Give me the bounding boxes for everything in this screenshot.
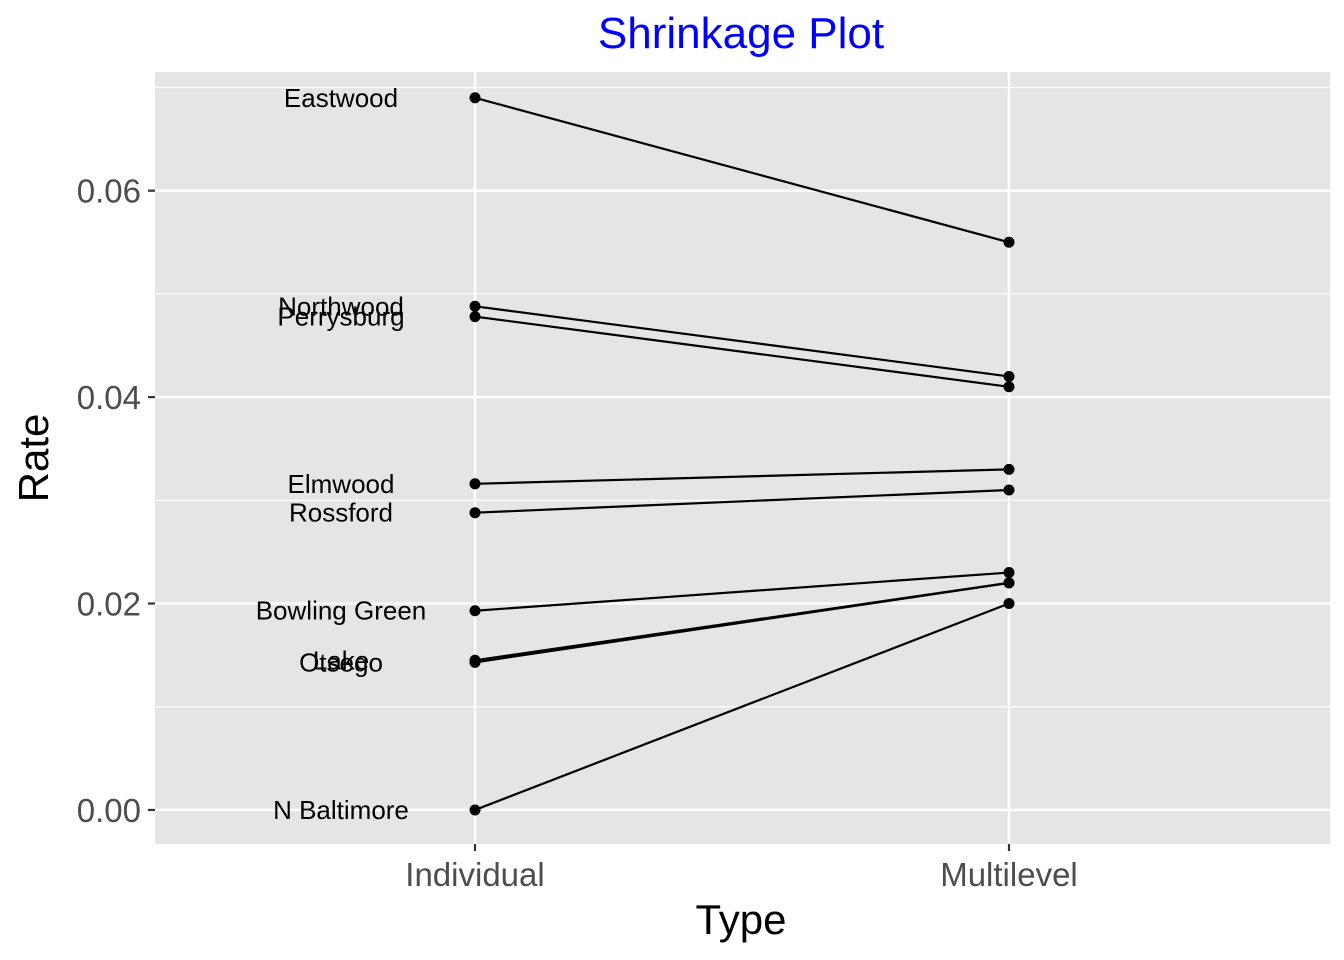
plot-panel (155, 72, 1330, 844)
x-axis-title: Type (695, 896, 786, 943)
series-line (474, 315, 1010, 388)
point-label: Otsego (299, 647, 383, 677)
x-tick-label: Multilevel (940, 856, 1078, 893)
data-point (469, 311, 481, 323)
series-line (474, 581, 1010, 664)
point-label: Eastwood (284, 83, 398, 113)
data-point (469, 804, 481, 816)
data-point (469, 605, 481, 617)
data-point (469, 478, 481, 490)
data-point (469, 507, 481, 519)
x-axis: Individual Multilevel (405, 844, 1078, 893)
series-line (474, 602, 1010, 811)
point-label: N Baltimore (273, 795, 409, 825)
y-tick-label: 0.00 (77, 792, 141, 829)
series-line (474, 488, 1010, 514)
data-point (1003, 370, 1015, 382)
series-lines (474, 96, 1010, 811)
x-tick-label: Individual (405, 856, 544, 893)
point-label: Northwood (278, 291, 404, 321)
y-tick-label: 0.04 (77, 379, 141, 416)
data-point (469, 300, 481, 312)
series-line (474, 305, 1010, 378)
data-point (1003, 484, 1015, 496)
data-point (1003, 577, 1015, 589)
chart-title: Shrinkage Plot (598, 9, 884, 58)
series-line (474, 571, 1010, 612)
series-line (474, 468, 1010, 485)
data-point (1003, 381, 1015, 393)
data-point (1003, 567, 1015, 579)
point-label: Perrysburg (277, 302, 404, 332)
data-point (1003, 598, 1015, 610)
point-label: Bowling Green (256, 596, 427, 626)
point-label: Elmwood (288, 469, 395, 499)
data-points (469, 92, 1015, 816)
data-point (469, 656, 481, 668)
data-point (469, 92, 481, 104)
series-line (474, 96, 1010, 244)
data-point (1003, 463, 1015, 475)
y-axis-title: Rate (10, 414, 57, 503)
y-tick-label: 0.02 (77, 586, 141, 623)
major-gridlines (155, 72, 1330, 844)
y-axis: 0.00 0.02 0.04 0.06 (77, 173, 155, 829)
point-label: Lake (313, 645, 369, 675)
y-tick-label: 0.06 (77, 173, 141, 210)
data-point (1003, 236, 1015, 248)
point-label: Rossford (289, 498, 393, 528)
